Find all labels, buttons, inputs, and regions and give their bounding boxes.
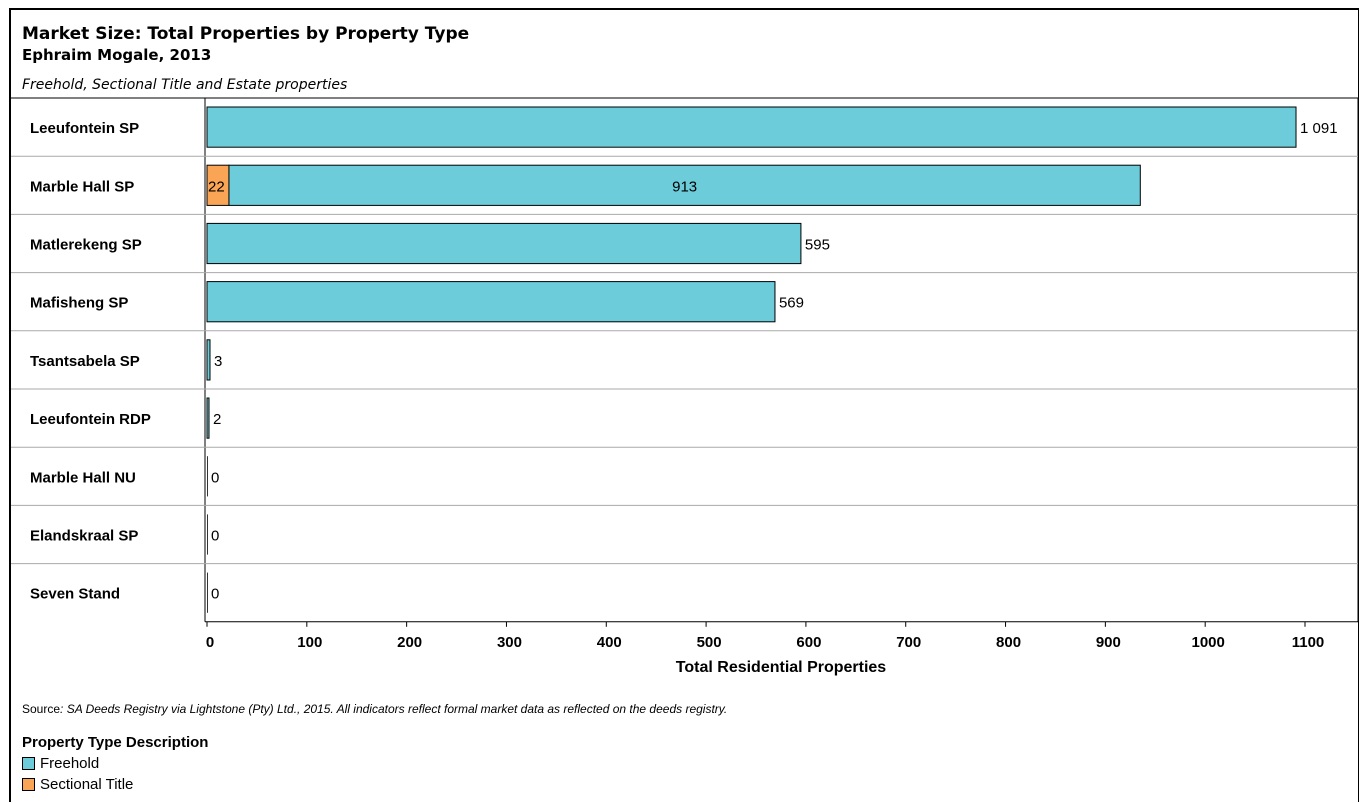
data-label: 595	[805, 237, 830, 254]
bar-freehold	[228, 164, 1141, 206]
bar-freehold	[207, 456, 208, 497]
legend-item-freehold: Freehold	[22, 755, 99, 772]
category-label: Leeufontein RDP	[30, 411, 151, 428]
chart-subtitle: Ephraim Mogale, 2013	[22, 46, 212, 64]
legend-label-sectional-title: Sectional Title	[40, 776, 134, 793]
legend-title: Property Type Description	[22, 734, 209, 751]
legend-label-freehold: Freehold	[40, 755, 100, 772]
category-label: Elandskraal SP	[30, 528, 138, 545]
data-label: 0	[211, 469, 219, 486]
x-tick-label: 700	[896, 634, 921, 651]
legend-swatch-sectional-title	[22, 778, 35, 791]
category-label: Matlerekeng SP	[30, 237, 142, 254]
data-label: 913	[672, 178, 697, 195]
bar-freehold	[207, 514, 208, 555]
category-label: Marble Hall NU	[30, 469, 136, 486]
data-label: 1 091	[1300, 120, 1338, 137]
bar-chart: Leeufontein SP Marble Hall SP Matlerekeng …	[11, 97, 1359, 676]
bar-freehold	[206, 281, 776, 323]
data-label: 0	[211, 528, 219, 545]
x-tick-label: 100	[297, 634, 322, 651]
category-label: Tsantsabela SP	[30, 353, 140, 370]
chart-title: Market Size: Total Properties by Propert…	[22, 24, 470, 44]
x-tick-label: 200	[397, 634, 422, 651]
legend-swatch-freehold	[22, 757, 35, 770]
bar-freehold	[206, 397, 210, 439]
category-label: Marble Hall SP	[30, 178, 134, 195]
source-label: Source	[22, 702, 61, 716]
x-tick-label: 500	[697, 634, 722, 651]
data-label: 0	[211, 586, 219, 603]
x-tick-label: 300	[497, 634, 522, 651]
bar-freehold	[206, 339, 211, 381]
x-tick-label: 1000	[1191, 634, 1224, 651]
bar-freehold	[206, 106, 1297, 148]
x-tick-label: 900	[1096, 634, 1121, 651]
x-axis-title: Total Residential Properties	[676, 659, 887, 676]
x-tick-label: 1100	[1292, 634, 1325, 651]
x-tick-label: 800	[996, 634, 1021, 651]
category-label: Seven Stand	[30, 586, 120, 603]
data-label: 3	[214, 353, 222, 370]
data-label: 22	[208, 178, 225, 195]
x-tick-label: 400	[597, 634, 622, 651]
category-label: Mafisheng SP	[30, 295, 128, 312]
data-label: 2	[213, 411, 221, 428]
data-label: 569	[779, 295, 804, 312]
bar-freehold	[206, 222, 802, 265]
source-text: : SA Deeds Registry via Lightstone (Pty)…	[60, 702, 728, 716]
bar-freehold	[207, 572, 208, 613]
chart-description: Freehold, Sectional Title and Estate pro…	[22, 77, 348, 93]
category-label: Leeufontein SP	[30, 120, 139, 137]
legend-item-sectional-title: Sectional Title	[22, 776, 133, 793]
source-note: Source: SA Deeds Registry via Lightstone…	[22, 702, 727, 716]
x-tick-label: 0	[206, 634, 214, 651]
x-tick-label: 600	[796, 634, 821, 651]
